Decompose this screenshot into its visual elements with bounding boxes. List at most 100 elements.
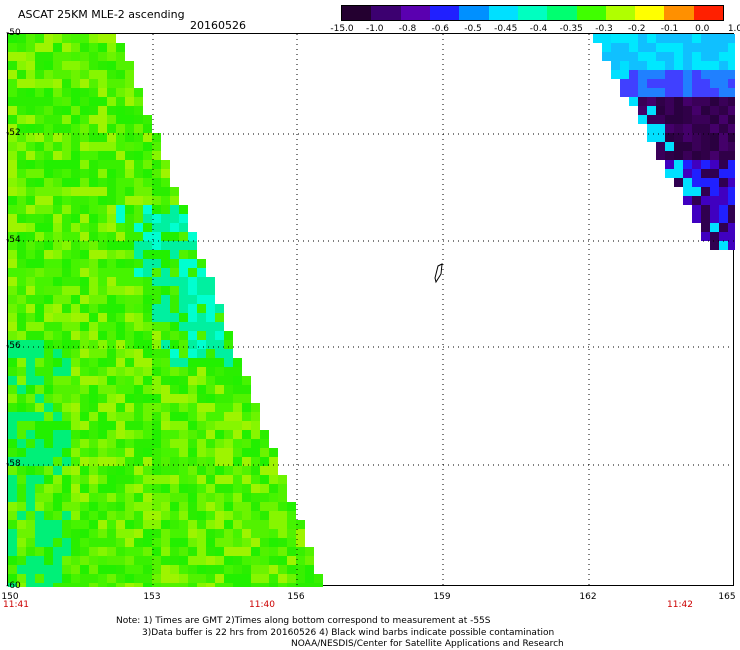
data-cell: [206, 466, 215, 475]
data-cell: [17, 79, 26, 88]
data-cell: [35, 268, 44, 277]
data-cell: [53, 475, 62, 484]
data-cell: [71, 268, 80, 277]
data-cell: [692, 115, 701, 124]
data-cell: [62, 187, 71, 196]
data-cell: [152, 241, 161, 250]
data-cell: [53, 232, 62, 241]
data-cell: [296, 583, 305, 587]
data-cell: [26, 268, 35, 277]
data-cell: [62, 295, 71, 304]
data-cell: [116, 250, 125, 259]
data-cell: [170, 340, 179, 349]
data-cell: [638, 43, 647, 52]
data-cell: [260, 475, 269, 484]
data-cell: [206, 421, 215, 430]
data-cell: [251, 448, 260, 457]
data-cell: [287, 583, 296, 587]
data-cell: [89, 502, 98, 511]
data-cell: [53, 457, 62, 466]
data-cell: [251, 565, 260, 574]
data-cell: [8, 511, 17, 520]
data-cell: [125, 61, 134, 70]
data-cell: [107, 286, 116, 295]
data-cell: [80, 421, 89, 430]
data-cell: [116, 268, 125, 277]
data-cell: [656, 52, 665, 61]
data-cell: [125, 322, 134, 331]
data-cell: [62, 331, 71, 340]
data-cell: [62, 376, 71, 385]
data-cell: [314, 574, 323, 583]
data-cell: [35, 466, 44, 475]
data-cell: [647, 70, 656, 79]
data-cell: [98, 322, 107, 331]
data-cell: [629, 70, 638, 79]
data-cell: [206, 313, 215, 322]
data-cell: [656, 142, 665, 151]
data-cell: [143, 439, 152, 448]
data-cell: [89, 403, 98, 412]
data-cell: [107, 520, 116, 529]
data-cell: [53, 565, 62, 574]
data-cell: [116, 448, 125, 457]
data-cell: [287, 529, 296, 538]
data-cell: [233, 484, 242, 493]
data-cell: [89, 241, 98, 250]
data-cell: [134, 97, 143, 106]
data-cell: [98, 502, 107, 511]
data-cell: [206, 511, 215, 520]
data-cell: [161, 259, 170, 268]
data-cell: [152, 295, 161, 304]
data-cell: [143, 412, 152, 421]
data-cell: [125, 277, 134, 286]
data-cell: [17, 295, 26, 304]
data-cell: [125, 394, 134, 403]
data-cell: [35, 214, 44, 223]
data-cell: [44, 421, 53, 430]
data-cell: [125, 79, 134, 88]
data-cell: [17, 322, 26, 331]
data-cell: [251, 403, 260, 412]
data-cell: [98, 385, 107, 394]
data-cell: [125, 340, 134, 349]
data-cell: [71, 214, 80, 223]
data-cell: [98, 538, 107, 547]
data-cell: [98, 97, 107, 106]
data-cell: [629, 34, 638, 43]
data-cell: [152, 475, 161, 484]
data-cell: [62, 421, 71, 430]
data-cell: [161, 358, 170, 367]
data-cell: [98, 43, 107, 52]
data-cell: [701, 169, 710, 178]
data-cell: [188, 466, 197, 475]
data-cell: [125, 250, 134, 259]
data-cell: [269, 556, 278, 565]
data-cell: [8, 286, 17, 295]
data-cell: [215, 403, 224, 412]
data-cell: [116, 151, 125, 160]
data-cell: [683, 52, 692, 61]
data-cell: [242, 511, 251, 520]
data-cell: [98, 565, 107, 574]
data-cell: [17, 367, 26, 376]
data-cell: [44, 322, 53, 331]
data-cell: [161, 268, 170, 277]
data-cell: [80, 493, 89, 502]
data-cell: [296, 565, 305, 574]
data-cell: [683, 169, 692, 178]
data-cell: [35, 70, 44, 79]
data-cell: [710, 70, 719, 79]
data-cell: [260, 466, 269, 475]
data-cell: [116, 511, 125, 520]
data-cell: [134, 106, 143, 115]
colorbar-swatch: [459, 6, 489, 20]
data-cell: [197, 295, 206, 304]
data-cell: [71, 376, 80, 385]
data-cell: [26, 358, 35, 367]
data-cell: [134, 547, 143, 556]
data-cell: [89, 574, 98, 583]
data-cell: [215, 520, 224, 529]
data-cell: [17, 349, 26, 358]
data-cell: [8, 367, 17, 376]
